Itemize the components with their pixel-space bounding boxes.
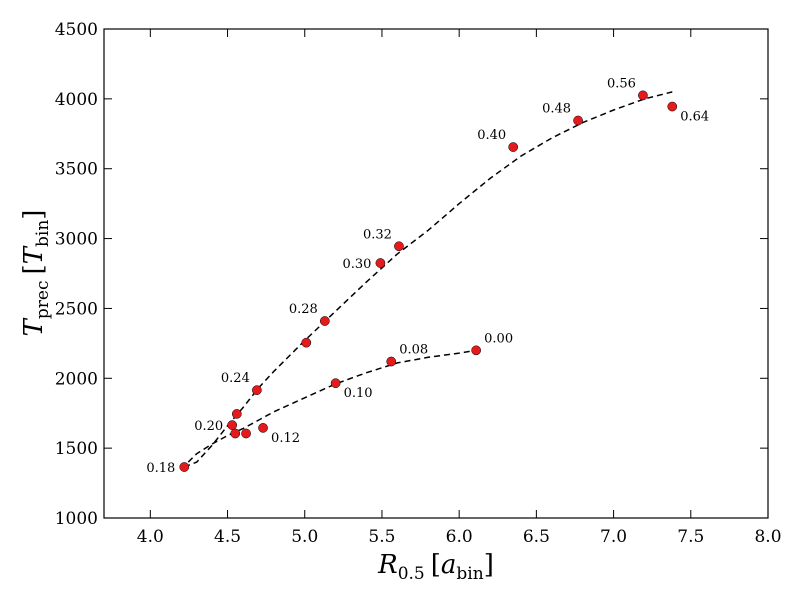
y-tick-label: 1500: [55, 439, 98, 459]
y-axis-title: Tprec[Tbin]: [19, 210, 53, 337]
y-tick-label: 2000: [55, 369, 98, 389]
point-label: 0.64: [680, 110, 709, 125]
x-tick-label: 8.0: [754, 527, 781, 547]
x-tick-label: 7.0: [600, 527, 627, 547]
point-label: 0.32: [363, 227, 392, 242]
y-tick-label: 3500: [55, 160, 98, 180]
x-axis-title: R0.5 [abin]: [377, 550, 494, 584]
x-tick-label: 6.5: [523, 527, 550, 547]
data-point: [319, 316, 330, 326]
data-point: [231, 409, 242, 419]
y-tick-label: 4500: [55, 20, 98, 40]
data-point: [258, 423, 268, 433]
x-axis-unit-sub: bin: [456, 564, 483, 584]
plot-area: [104, 29, 768, 518]
point-label: 0.12: [271, 431, 300, 446]
point-label: 0.20: [194, 419, 223, 434]
x-axis-symbol-sub: 0.5: [398, 564, 425, 584]
point-label: 0.00: [484, 331, 513, 346]
fit-curve-lower-branch: [180, 349, 477, 470]
y-tick-label: 4000: [55, 90, 98, 110]
axis-ticks: 4.0 4.5 5.0 5.5 6.0 6.5 7.0 7.5 8.0 1000 1500 2000 2…: [55, 20, 782, 547]
data-points: 0.18 0.20 0.24 0.12 0.28 0.10 0.30 0.08 0.32 0.00…: [146, 76, 709, 476]
point-label: 0.56: [607, 76, 636, 91]
x-tick-label: 5.0: [291, 527, 318, 547]
y-tick-label: 1000: [55, 509, 98, 529]
data-point: [301, 337, 312, 348]
data-point: [252, 385, 262, 396]
data-point: [471, 345, 481, 356]
point-label: 0.30: [342, 257, 371, 272]
y-tick-label: 2500: [55, 299, 98, 319]
point-label: 0.48: [542, 102, 571, 117]
point-label: 0.10: [344, 386, 373, 401]
data-point: [241, 428, 251, 439]
point-label: 0.28: [289, 302, 318, 317]
plot-frame: [103, 28, 769, 519]
data-point: [573, 115, 583, 126]
data-point: [638, 90, 648, 101]
x-axis-unit: a: [441, 550, 457, 580]
x-axis-symbol: R: [377, 550, 398, 580]
data-point: [667, 101, 678, 112]
x-tick-label: 4.0: [137, 527, 164, 547]
data-point: [375, 258, 386, 268]
data-point: [508, 142, 519, 152]
x-tick-label: 5.5: [368, 527, 395, 547]
x-tick-label: 4.5: [214, 527, 241, 547]
point-label: 0.18: [146, 461, 175, 476]
y-axis-unit-sub: bin: [33, 220, 53, 247]
x-tick-label: 6.0: [446, 527, 473, 547]
x-tick-label: 7.5: [677, 527, 704, 547]
y-axis-symbol: T: [19, 317, 49, 336]
data-point: [230, 428, 241, 439]
data-point: [394, 241, 404, 252]
point-label: 0.08: [399, 343, 428, 358]
y-axis-unit: T: [19, 245, 49, 264]
point-label: 0.40: [477, 128, 506, 143]
point-label: 0.24: [221, 371, 250, 386]
y-tick-label: 3000: [55, 230, 98, 250]
data-point: [227, 420, 238, 430]
y-axis-symbol-sub: prec: [33, 281, 53, 320]
data-point: [179, 462, 190, 472]
data-point: [386, 356, 397, 367]
data-point: [330, 378, 341, 389]
